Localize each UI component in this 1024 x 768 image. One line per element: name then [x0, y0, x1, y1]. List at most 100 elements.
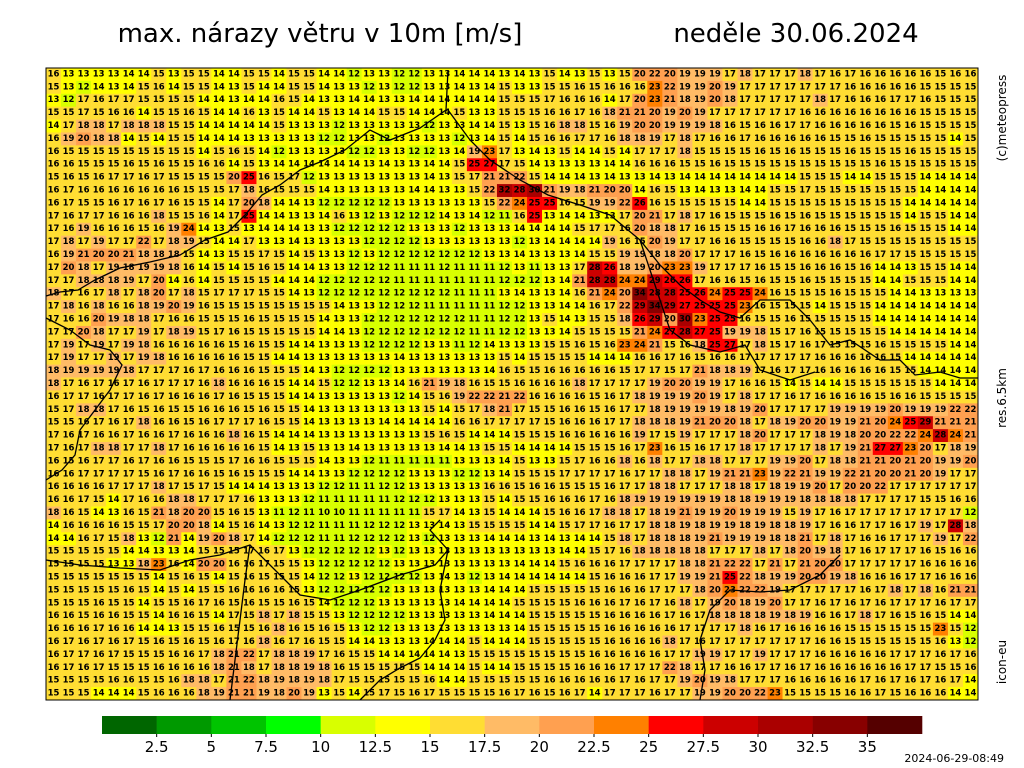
grid-value: 14: [258, 121, 270, 131]
grid-value: 15: [258, 276, 270, 286]
grid-value: 14: [874, 315, 886, 325]
grid-cell: [692, 80, 708, 95]
grid-value: 18: [108, 443, 120, 453]
grid-cell: [91, 80, 107, 95]
grid-value: 12: [363, 340, 375, 350]
grid-value: 17: [243, 237, 255, 247]
grid-value: 18: [679, 211, 691, 221]
grid-value: 15: [829, 276, 841, 286]
grid-value: 12: [333, 224, 345, 234]
grid-value: 11: [453, 276, 465, 286]
grid-value: 14: [198, 121, 210, 131]
grid-value: 14: [934, 302, 946, 312]
grid-value: 15: [784, 198, 796, 208]
grid-value: 17: [784, 353, 796, 363]
grid-value: 16: [904, 392, 916, 402]
grid-value: 14: [574, 302, 586, 312]
grid-value: 13: [363, 134, 375, 144]
grid-value: 13: [393, 405, 405, 415]
grid-value: 15: [574, 224, 586, 234]
grid-value: 24: [919, 431, 931, 441]
grid-value: 16: [904, 69, 916, 79]
grid-value: 20: [108, 250, 120, 260]
grid-value: 17: [258, 250, 270, 260]
grid-value: 28: [589, 276, 601, 286]
grid-value: 16: [228, 366, 240, 376]
grid-value: 28: [514, 186, 526, 196]
grid-value: 25: [724, 289, 736, 299]
grid-value: 14: [484, 431, 496, 441]
grid-value: 13: [258, 134, 270, 144]
grid-value: 16: [138, 211, 150, 221]
grid-value: 14: [724, 173, 736, 183]
grid-value: 18: [814, 431, 826, 441]
grid-value: 16: [829, 263, 841, 273]
grid-value: 14: [303, 405, 315, 415]
grid-value: 17: [889, 95, 901, 105]
grid-value: 19: [694, 69, 706, 79]
grid-value: 21: [649, 211, 661, 221]
grid-value: 17: [168, 289, 180, 299]
grid-value: 16: [228, 443, 240, 453]
grid-value: 15: [739, 160, 751, 170]
grid-value: 16: [634, 353, 646, 363]
grid-value: 15: [739, 147, 751, 157]
grid-value: 14: [889, 315, 901, 325]
grid-value: 16: [63, 160, 75, 170]
grid-cell: [391, 93, 408, 107]
grid-value: 16: [243, 366, 255, 376]
grid-value: 12: [63, 95, 75, 105]
grid-value: 17: [228, 456, 240, 466]
grid-value: 17: [634, 147, 646, 157]
grid-value: 13: [468, 443, 480, 453]
grid-value: 16: [874, 82, 886, 92]
grid-value: 13: [514, 82, 526, 92]
grid-value: 15: [303, 456, 315, 466]
grid-value: 13: [529, 82, 541, 92]
grid-value: 13: [529, 250, 541, 260]
grid-value: 13: [333, 173, 345, 183]
grid-value: 13: [559, 263, 571, 273]
grid-value: 17: [604, 418, 616, 428]
grid-value: 13: [333, 82, 345, 92]
grid-value: 15: [694, 160, 706, 170]
grid-value: 13: [63, 69, 75, 79]
grid-cell: [46, 68, 62, 82]
grid-value: 17: [604, 379, 616, 389]
grid-value: 15: [589, 392, 601, 402]
grid-value: 15: [829, 134, 841, 144]
grid-cell: [662, 93, 678, 107]
grid-value: 14: [919, 315, 931, 325]
grid-value: 15: [468, 186, 480, 196]
grid-value: 16: [153, 431, 165, 441]
grid-value: 15: [183, 82, 195, 92]
grid-value: 13: [348, 405, 360, 415]
grid-value: 13: [168, 69, 180, 79]
grid-value: 15: [168, 95, 180, 105]
grid-value: 17: [108, 173, 120, 183]
grid-value: 15: [724, 198, 736, 208]
grid-cell: [887, 93, 904, 107]
grid-value: 15: [288, 82, 300, 92]
grid-value: 16: [814, 392, 826, 402]
grid-cell: [872, 80, 889, 95]
grid-value: 15: [198, 315, 210, 325]
grid-value: 16: [904, 147, 916, 157]
grid-value: 12: [453, 250, 465, 260]
grid-value: 16: [679, 353, 691, 363]
grid-value: 14: [273, 69, 285, 79]
grid-value: 18: [168, 327, 180, 337]
grid-value: 15: [78, 160, 90, 170]
grid-value: 13: [393, 134, 405, 144]
grid-value: 16: [739, 379, 751, 389]
grid-value: 11: [484, 289, 496, 299]
grid-cell: [466, 93, 483, 107]
grid-value: 15: [258, 431, 270, 441]
grid-value: 13: [393, 160, 405, 170]
grid-value: 12: [408, 250, 420, 260]
grid-cell: [166, 106, 182, 120]
grid-value: 16: [724, 121, 736, 131]
grid-value: 13: [348, 315, 360, 325]
grid-cell: [121, 106, 137, 120]
grid-value: 18: [138, 121, 150, 131]
